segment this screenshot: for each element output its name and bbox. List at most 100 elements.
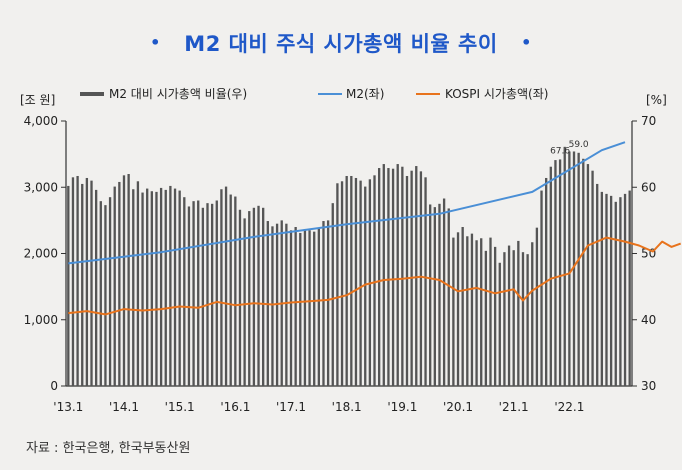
x-tick-label: '19.1 (387, 400, 417, 414)
ratio-bar (313, 231, 316, 386)
ratio-bar (582, 158, 585, 386)
ratio-bar (187, 206, 191, 386)
ratio-bar (322, 221, 325, 386)
ratio-bar (108, 197, 112, 386)
ratio-bar (609, 195, 613, 386)
ratio-bar (405, 175, 409, 386)
ratio-bar (136, 181, 140, 386)
ratio-bar (387, 168, 390, 386)
ratio-bar (164, 189, 167, 386)
ratio-bar (81, 183, 84, 386)
ratio-bar (299, 232, 302, 386)
ratio-bar (220, 189, 223, 386)
ratio-bar (76, 175, 79, 386)
ratio-bar (554, 160, 557, 386)
ratio-bar (391, 168, 395, 386)
ratio-bar (90, 180, 93, 386)
ratio-bar (350, 175, 353, 386)
ratio-bar (373, 175, 376, 386)
ratio-bar (132, 189, 135, 386)
ratio-bar (197, 200, 200, 386)
ratio-bar (257, 205, 260, 386)
ratio-bar (498, 262, 501, 386)
x-tick-label: '20.1 (443, 400, 473, 414)
ratio-bar (173, 188, 177, 386)
ratio-bar (303, 228, 307, 386)
ratio-bar (192, 201, 195, 386)
chart-title: • M2 대비 주식 시가총액 비율 추이 • (0, 28, 682, 58)
m2-line (68, 141, 626, 265)
ratio-bar (224, 186, 228, 386)
ratio-bar (568, 151, 571, 386)
ratio-bar (401, 166, 404, 386)
ratio-bar (326, 220, 330, 386)
legend-label-kospi: KOSPI 시가총액(좌) (445, 87, 548, 101)
ratio-bar (521, 252, 525, 386)
ratio-bar (262, 207, 265, 386)
x-tick-label: '21.1 (499, 400, 529, 414)
right-axis-unit: [%] (646, 93, 667, 107)
x-tick-label: '13.1 (53, 400, 83, 414)
ratio-bar (623, 193, 627, 386)
right-tick-label: 70 (641, 114, 656, 128)
ratio-bar (596, 183, 599, 386)
ratio-bar (489, 237, 492, 386)
x-tick-label: '15.1 (165, 400, 195, 414)
right-tick-label: 30 (641, 379, 656, 393)
left-tick-label: 3,000 (24, 180, 58, 194)
ratio-bar (572, 151, 576, 386)
ratio-bar (452, 237, 455, 386)
ratio-bar (433, 207, 436, 386)
ratio-bar (67, 185, 70, 386)
ratio-bar (382, 164, 385, 386)
left-tick-label: 1,000 (24, 313, 58, 327)
ratio-bar (215, 200, 218, 386)
source-note: 자료 : 한국은행, 한국부동산원 (26, 441, 191, 456)
ratio-bar (540, 190, 543, 386)
ratio-bar (549, 166, 552, 386)
ratio-bar (248, 211, 251, 386)
ratio-bar (146, 188, 149, 386)
ratio-bar (94, 189, 98, 386)
ratio-bar (577, 152, 580, 386)
x-tick-label: '14.1 (109, 400, 139, 414)
x-tick-label: '22.1 (554, 400, 584, 414)
ratio-bar (507, 245, 511, 386)
ratio-bar (526, 254, 529, 386)
ratio-bar (628, 190, 631, 386)
ratio-bar (359, 180, 362, 386)
ratio-bar (104, 205, 107, 386)
ratio-bar (535, 227, 539, 386)
ratio-bar (377, 168, 381, 386)
ratio-bar (243, 218, 246, 386)
ratio-bar (461, 227, 464, 386)
ratio-bar (285, 223, 288, 386)
ratio-bar (493, 246, 497, 386)
ratio-bar (317, 228, 321, 386)
ratio-bar (122, 175, 126, 386)
x-tick-label: '17.1 (276, 400, 306, 414)
ratio-bar (127, 174, 130, 386)
ratio-bar (442, 198, 446, 386)
kospi-line (68, 236, 682, 316)
ratio-bar (169, 185, 172, 386)
ratio-bar (345, 175, 348, 386)
left-axis-unit: [조 원] (20, 93, 55, 107)
legend-label-bar: M2 대비 시가총액 비율(우) (109, 87, 247, 101)
data-label: 59.0 (569, 140, 589, 150)
ratio-bar (614, 201, 617, 386)
right-tick-label: 60 (641, 180, 656, 194)
ratio-bar (517, 240, 520, 386)
ratio-bar (419, 171, 423, 386)
ratio-bar (183, 197, 186, 386)
ratio-bar (159, 187, 163, 386)
ratio-bar (150, 191, 153, 386)
ratio-bar (201, 207, 205, 386)
ratio-bar (600, 191, 604, 386)
ratio-bar (155, 191, 158, 386)
ratio-bar (591, 170, 594, 386)
ratio-bar (586, 164, 590, 386)
ratio-bar (99, 201, 102, 386)
ratio-bar (229, 194, 232, 386)
ratio-bar (234, 196, 237, 386)
